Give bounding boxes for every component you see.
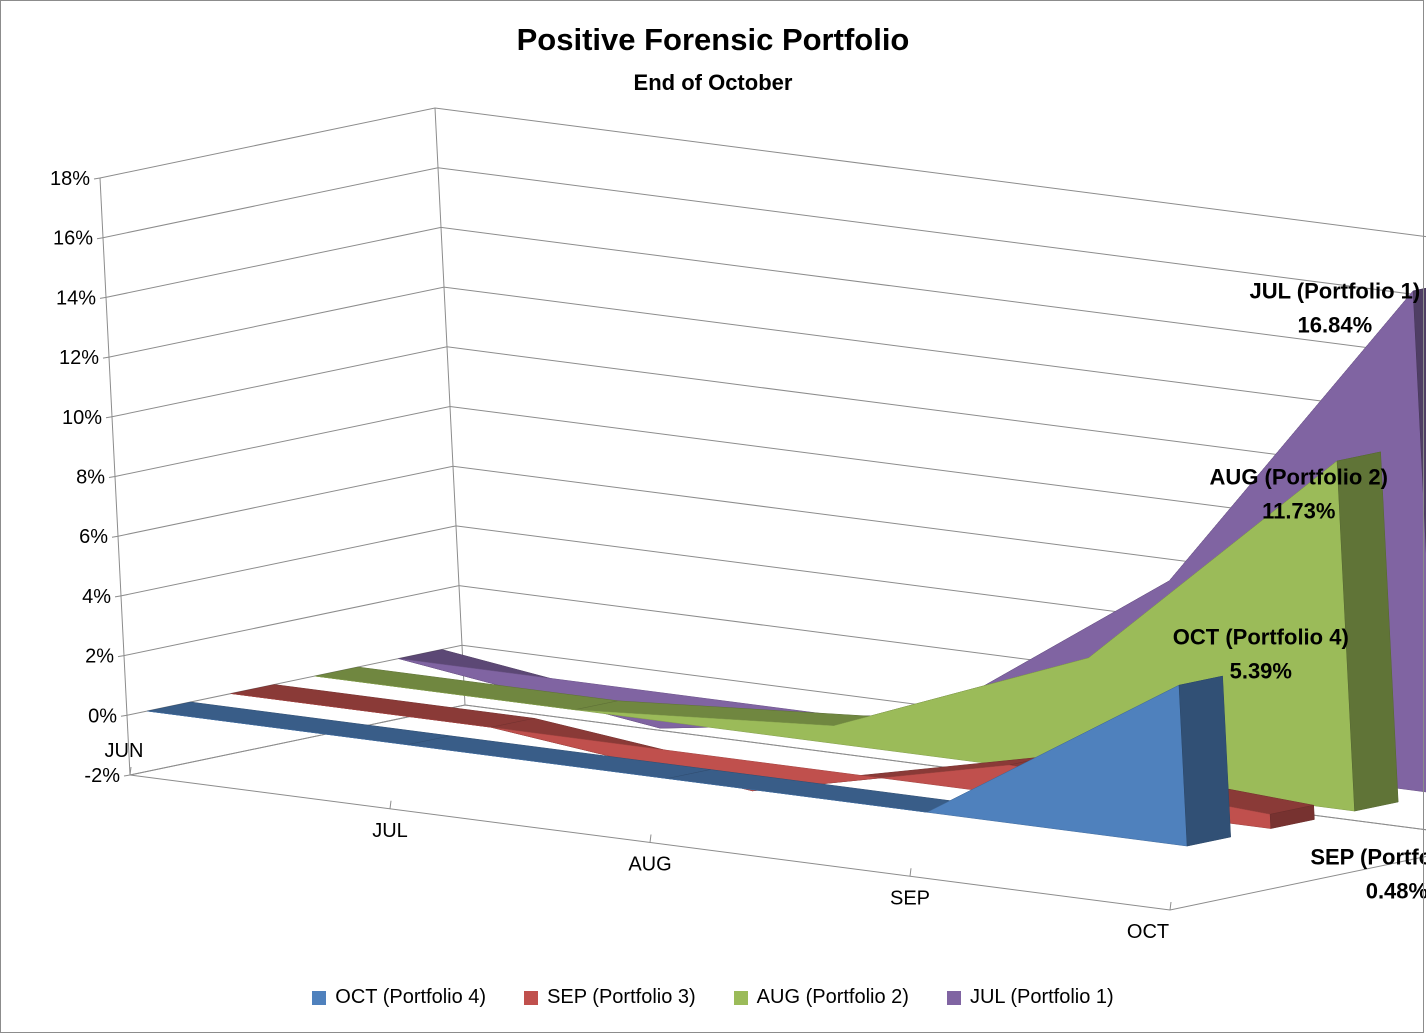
- y-tick-label: 0%: [88, 705, 117, 727]
- ribbon-end: [1178, 675, 1231, 847]
- y-tick-label: 12%: [59, 347, 99, 369]
- data-label-value: 5.39%: [1230, 659, 1292, 684]
- x-tick: [649, 834, 652, 843]
- x-tick: [129, 766, 132, 776]
- y-tick: [102, 356, 110, 359]
- legend-swatch-aug: [733, 990, 748, 1005]
- ribbon-end: [1336, 451, 1399, 812]
- wall-edge: [434, 107, 466, 706]
- data-labels: JUL (Portfolio 1) 16.84% AUG (Portfolio 2)…: [1173, 278, 1426, 903]
- y-tick-label: 14%: [56, 287, 96, 309]
- legend-item-aug[interactable]: AUG (Portfolio 2): [733, 986, 909, 1009]
- data-label-name: AUG (Portfolio 2): [1210, 464, 1388, 489]
- legend-swatch-jul: [946, 990, 961, 1005]
- gridline: [102, 167, 1426, 297]
- y-tick: [105, 416, 113, 419]
- y-tick-label: 18%: [50, 168, 90, 190]
- gridline: [99, 107, 1426, 238]
- y-tick: [117, 655, 125, 658]
- data-label-value: 0.48%: [1366, 879, 1426, 904]
- legend-swatch-sep: [524, 990, 539, 1005]
- y-tick-label: 16%: [53, 228, 93, 250]
- y-tick-label: 10%: [62, 407, 102, 429]
- x-tick-label: JUL: [372, 820, 408, 842]
- y-tick: [114, 595, 122, 598]
- x-tick: [389, 800, 392, 809]
- data-label-name: JUL (Portfolio 1): [1250, 278, 1421, 303]
- legend-label-aug: AUG (Portfolio 2): [756, 986, 909, 1008]
- y-tick: [99, 296, 107, 299]
- y-tick-label: 4%: [82, 586, 111, 608]
- gridline: [108, 286, 1426, 416]
- y-tick: [96, 237, 104, 240]
- data-label-name: OCT (Portfolio 4): [1173, 625, 1349, 650]
- y-axis: -2% 0% 2% 4% 6% 8% 10% 12% 14% 16% 18%: [50, 168, 131, 787]
- x-tick: [1169, 901, 1172, 911]
- series-group: [147, 287, 1426, 847]
- legend-label-sep: SEP (Portfolio 3): [547, 986, 696, 1008]
- y-tick-label: -2%: [84, 765, 120, 787]
- data-label-value: 16.84%: [1298, 312, 1373, 337]
- y-tick: [123, 774, 131, 777]
- x-tick: [909, 868, 912, 877]
- chart-subtitle: End of October: [633, 70, 793, 95]
- data-label-name: SEP (Portfolio 3): [1310, 845, 1426, 870]
- x-tick-label: OCT: [1127, 921, 1169, 943]
- legend-item-oct[interactable]: OCT (Portfolio 4): [312, 986, 486, 1009]
- y-tick: [120, 714, 128, 717]
- ribbon-end: [1412, 287, 1426, 554]
- x-axis: JUN JUL AUG SEP OCT: [105, 740, 1172, 943]
- y-tick-label: 8%: [76, 467, 105, 489]
- legend-item-jul[interactable]: JUL (Portfolio 1): [946, 986, 1114, 1009]
- legend-label-jul: JUL (Portfolio 1): [969, 986, 1114, 1008]
- x-tick-label: AUG: [628, 854, 671, 876]
- chart-title: Positive Forensic Portfolio: [516, 22, 910, 57]
- legend: OCT (Portfolio 4) SEP (Portfolio 3) AUG …: [0, 986, 1426, 1009]
- y-tick-label: 2%: [85, 646, 114, 668]
- gridline: [105, 226, 1426, 356]
- y-tick-label: 6%: [79, 526, 108, 548]
- x-tick-label: JUN: [105, 740, 144, 762]
- y-tick: [111, 535, 119, 538]
- y-tick: [108, 476, 116, 478]
- x-tick-label: SEP: [890, 887, 930, 909]
- series-oct: [147, 675, 1231, 847]
- data-label-value: 11.73%: [1262, 498, 1335, 523]
- legend-label-oct: OCT (Portfolio 4): [335, 986, 487, 1008]
- y-tick: [93, 177, 101, 180]
- ribbon-end: [1269, 804, 1315, 829]
- gridline: [111, 346, 1426, 475]
- legend-swatch-oct: [312, 990, 327, 1005]
- legend-item-sep[interactable]: SEP (Portfolio 3): [524, 986, 696, 1009]
- series-aug: [314, 451, 1399, 812]
